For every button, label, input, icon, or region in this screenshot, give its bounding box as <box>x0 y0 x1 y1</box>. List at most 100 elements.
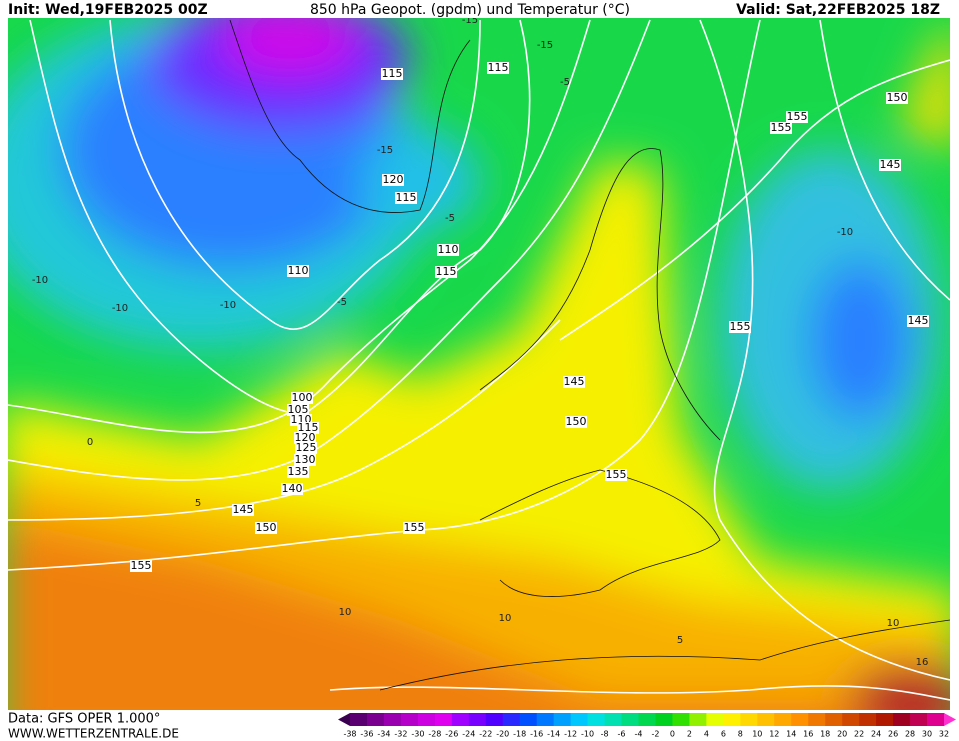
colorbar-box <box>740 713 758 726</box>
colorbar-label: 22 <box>854 730 864 739</box>
temperature-label: 10 <box>887 618 900 629</box>
colorbar-box <box>350 713 368 726</box>
colorbar-label: -2 <box>651 730 659 739</box>
colorbar-label: -38 <box>343 730 356 739</box>
colorbar-label: 0 <box>670 730 675 739</box>
geopotential-label: 155 <box>730 320 751 333</box>
colorbar-box <box>400 713 419 726</box>
colorbar-label: -32 <box>394 730 407 739</box>
colorbar-box <box>876 713 894 726</box>
colorbar-label: 8 <box>738 730 743 739</box>
label-box <box>437 244 459 256</box>
geopotential-label: 150 <box>256 521 277 534</box>
colorbar-label: 12 <box>769 730 779 739</box>
colorbar-label: 20 <box>837 730 847 739</box>
label-box <box>565 416 587 428</box>
geopotential-label: 150 <box>887 91 908 104</box>
colorbar-label: 4 <box>704 730 709 739</box>
colorbar-label: -14 <box>547 730 560 739</box>
colorbar-label: 32 <box>939 730 949 739</box>
colorbar-box <box>587 713 606 726</box>
temperature-label: -5 <box>445 213 455 224</box>
colorbar-box <box>451 713 470 726</box>
label-box <box>291 392 313 404</box>
temperature-label: -10 <box>112 303 128 314</box>
temperature-label: -10 <box>837 227 853 238</box>
label-box <box>130 560 152 572</box>
geopotential-label: 120 <box>383 173 404 186</box>
colorbar-box <box>706 713 724 726</box>
colorbar-label: -24 <box>462 730 475 739</box>
colorbar-box <box>825 713 843 726</box>
geopotential-label: 145 <box>908 314 929 327</box>
colorbar-label: -16 <box>530 730 543 739</box>
colorbar-label: 18 <box>820 730 830 739</box>
colorbar-box <box>774 713 792 726</box>
label-box <box>232 504 254 516</box>
temperature-label: -15 <box>377 145 393 156</box>
coastlines <box>229 19 950 691</box>
geopotential-label: 155 <box>606 468 627 481</box>
colorbar-label: -12 <box>564 730 577 739</box>
geopotential-label: 145 <box>233 503 254 516</box>
colorbar-label: 24 <box>871 730 881 739</box>
colorbar-box <box>910 713 928 726</box>
colorbar-label: 16 <box>803 730 813 739</box>
label-box <box>879 159 901 171</box>
colorbar-label: -20 <box>496 730 509 739</box>
colorbar-box <box>485 713 504 726</box>
header-background <box>0 0 959 18</box>
colorbar-box <box>536 713 555 726</box>
geopotential-label: 110 <box>288 264 309 277</box>
label-box <box>281 483 303 495</box>
label-box <box>907 315 929 327</box>
label-box <box>403 522 425 534</box>
geopotential-label: 135 <box>288 465 309 478</box>
colorbar-box <box>842 713 860 726</box>
label-box <box>605 469 627 481</box>
colorbar-label: 28 <box>905 730 915 739</box>
geopotential-label: 110 <box>438 243 459 256</box>
colorbar-box <box>604 713 623 726</box>
colorbar-box <box>519 713 538 726</box>
label-box <box>487 62 509 74</box>
colorbar-label: -34 <box>377 730 390 739</box>
colorbar-box <box>621 713 640 726</box>
colorbar-box <box>791 713 809 726</box>
geopotential-label: 140 <box>282 482 303 495</box>
colorbar-box <box>859 713 877 726</box>
geopotential-label: 155 <box>131 559 152 572</box>
temperature-label: -5 <box>560 77 570 88</box>
init-time: Init: Wed,19FEB2025 00Z <box>8 2 208 18</box>
colorbar-label: -22 <box>479 730 492 739</box>
geopotential-label: 125 <box>296 441 317 454</box>
geopotential-label: 145 <box>564 375 585 388</box>
colorbar: -38 -36 -34 -32 -30 -28 -26 -24 -22 -20 -18 -16 -14-… <box>338 713 956 739</box>
geopotential-label: 155 <box>404 521 425 534</box>
colorbar-box <box>417 713 436 726</box>
temperature-label: 0 <box>87 437 93 448</box>
label-box <box>295 442 317 454</box>
colorbar-label: -28 <box>428 730 441 739</box>
geopotential-label: 115 <box>436 265 457 278</box>
colorbar-box <box>689 713 707 726</box>
geopotential-label: 155 <box>771 121 792 134</box>
geopotential-label: 105 <box>288 403 309 416</box>
colorbar-label: 6 <box>721 730 726 739</box>
label-box <box>395 192 417 204</box>
colorbar-box <box>434 713 453 726</box>
colorbar-label: 14 <box>786 730 796 739</box>
label-box <box>770 122 792 134</box>
colorbar-box <box>638 713 656 726</box>
temperature-label: 5 <box>677 635 683 646</box>
label-box <box>287 265 309 277</box>
data-source: Data: GFS OPER 1.000° <box>8 712 160 727</box>
geopotential-label: 100 <box>292 391 313 404</box>
colorbar-label: -6 <box>618 730 626 739</box>
colorbar-arrow <box>944 713 956 726</box>
colorbar-box <box>808 713 826 726</box>
